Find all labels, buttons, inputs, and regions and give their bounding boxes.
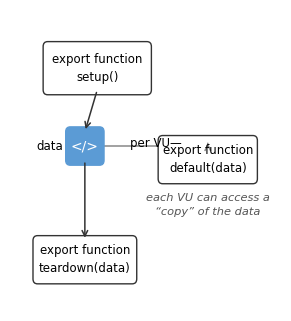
FancyBboxPatch shape: [158, 135, 257, 184]
Text: each VU can access a
“copy” of the data: each VU can access a “copy” of the data: [146, 193, 270, 217]
FancyBboxPatch shape: [33, 236, 137, 284]
Text: data: data: [37, 140, 63, 152]
FancyBboxPatch shape: [66, 127, 104, 165]
Text: export function
teardown(data): export function teardown(data): [39, 244, 131, 275]
Text: </>: </>: [71, 139, 99, 153]
Text: export function
default(data): export function default(data): [163, 144, 253, 175]
Text: export function
setup(): export function setup(): [52, 53, 143, 84]
FancyBboxPatch shape: [43, 42, 151, 95]
Text: per VU—: per VU—: [130, 137, 182, 150]
